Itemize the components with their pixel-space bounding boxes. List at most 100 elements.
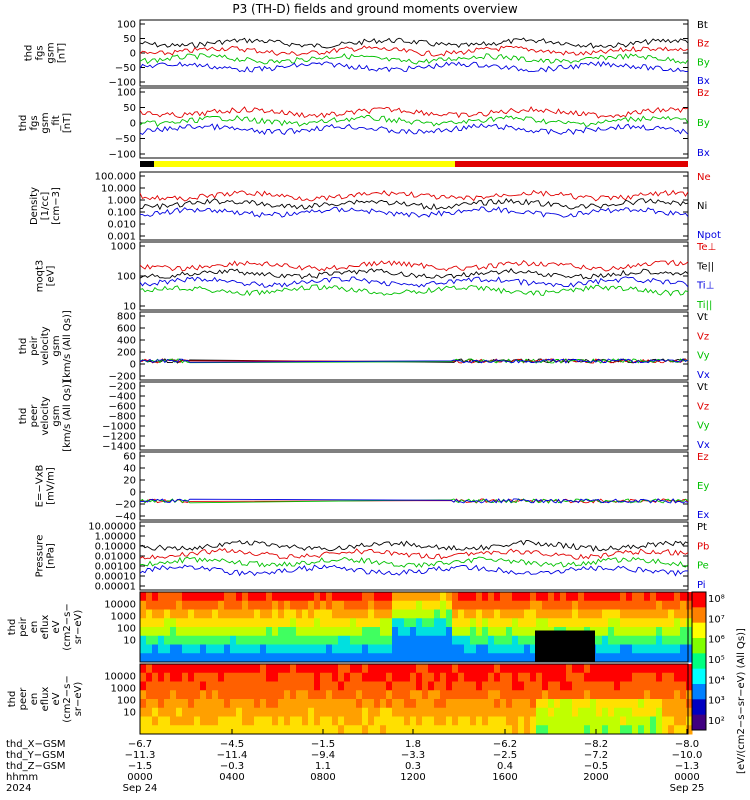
- heatmap-cell: [182, 672, 189, 682]
- heatmap-cell: [452, 653, 459, 663]
- heatmap-cell: [536, 672, 543, 682]
- heatmap-cell: [248, 627, 255, 637]
- heatmap-cell: [512, 618, 519, 628]
- heatmap-cell: [152, 600, 159, 610]
- heatmap-cell: [452, 664, 459, 674]
- heatmap-cell: [512, 699, 519, 709]
- heatmap-cell: [320, 707, 327, 717]
- heatmap-cell: [638, 627, 645, 637]
- heatmap-cell: [626, 618, 633, 628]
- heatmap-cell: [662, 592, 669, 602]
- heatmap-gap: [535, 630, 595, 662]
- heatmap-cell: [158, 644, 165, 654]
- heatmap-cell: [284, 664, 291, 674]
- heatmap-cell: [212, 707, 219, 717]
- heatmap-cell: [266, 644, 273, 654]
- heatmap-cell: [332, 672, 339, 682]
- heatmap-cell: [236, 690, 243, 700]
- legend-Ey: Ey: [697, 481, 709, 492]
- heatmap-cell: [662, 690, 669, 700]
- heatmap-cell: [512, 653, 519, 663]
- heatmap-cell: [488, 725, 495, 735]
- heatmap-cell: [584, 725, 591, 735]
- plot-title: P3 (TH-D) fields and ground moments over…: [232, 2, 518, 16]
- heatmap-cell: [296, 716, 303, 726]
- heatmap-cell: [302, 681, 309, 691]
- heatmap-cell: [350, 600, 357, 610]
- heatmap-cell: [200, 644, 207, 654]
- heatmap-cell: [320, 664, 327, 674]
- heatmap-cell: [308, 600, 315, 610]
- heatmap-cell: [572, 699, 579, 709]
- heatmap-cell: [398, 644, 405, 654]
- heatmap-cell: [254, 707, 261, 717]
- heatmap-cell: [272, 725, 279, 735]
- legend-By: By: [697, 118, 710, 129]
- heatmap-cell: [374, 699, 381, 709]
- heatmap-cell: [464, 609, 471, 619]
- heatmap-cell: [428, 699, 435, 709]
- heatmap-cell: [584, 699, 591, 709]
- heatmap-cell: [266, 690, 273, 700]
- heatmap-cell: [500, 690, 507, 700]
- heatmap-cell: [596, 618, 603, 628]
- heatmap-cell: [596, 635, 603, 645]
- heatmap-cell: [536, 690, 543, 700]
- heatmap-cell: [422, 644, 429, 654]
- heatmap-cell: [440, 618, 447, 628]
- heatmap-cell: [464, 635, 471, 645]
- heatmap-cell: [686, 707, 693, 717]
- heatmap-cell: [584, 664, 591, 674]
- heatmap-cell: [302, 672, 309, 682]
- heatmap-cell: [488, 699, 495, 709]
- y-tick-label: 100: [117, 696, 136, 707]
- heatmap-cell: [380, 707, 387, 717]
- legend-Pb: Pb: [697, 541, 709, 552]
- heatmap-cell: [476, 725, 483, 735]
- heatmap-cell: [500, 716, 507, 726]
- heatmap-cell: [452, 644, 459, 654]
- y-axis-label: thdfgsgsm_fit[nT]: [18, 112, 73, 133]
- heatmap-cell: [434, 664, 441, 674]
- y-axis-label: thdpeirenefluxeV(cm2−s−sr−eV): [7, 603, 84, 650]
- heatmap-cell: [446, 664, 453, 674]
- heatmap-cell: [212, 618, 219, 628]
- heatmap-cell: [626, 716, 633, 726]
- heatmap-cell: [404, 699, 411, 709]
- heatmap-cell: [302, 618, 309, 628]
- heatmap-cell: [428, 707, 435, 717]
- heatmap-cell: [176, 635, 183, 645]
- heatmap-cell: [632, 690, 639, 700]
- heatmap-cell: [596, 699, 603, 709]
- heatmap-cell: [506, 725, 513, 735]
- heatmap-cell: [644, 635, 651, 645]
- heatmap-cell: [536, 725, 543, 735]
- heatmap-cell: [584, 716, 591, 726]
- heatmap-cell: [146, 725, 153, 735]
- heatmap-cell: [146, 627, 153, 637]
- heatmap-cell: [554, 618, 561, 628]
- legend-Bz: Bz: [697, 39, 709, 50]
- heatmap-cell: [656, 653, 663, 663]
- heatmap-cell: [230, 699, 237, 709]
- legend-Bx: Bx: [697, 148, 710, 159]
- colorbar-tick: 10⁶: [708, 635, 725, 646]
- heatmap-cell: [686, 618, 693, 628]
- heatmap-cell: [350, 627, 357, 637]
- y-tick-label: −50: [115, 134, 136, 145]
- heatmap-cell: [548, 664, 555, 674]
- heatmap-cell: [332, 644, 339, 654]
- heatmap-cell: [158, 600, 165, 610]
- heatmap-cell: [482, 690, 489, 700]
- heatmap-cell: [650, 618, 657, 628]
- heatmap-cell: [164, 672, 171, 682]
- heatmap-cell: [668, 635, 675, 645]
- heatmap-cell: [530, 725, 537, 735]
- heatmap-cell: [374, 681, 381, 691]
- heatmap-cell: [380, 664, 387, 674]
- heatmap-cell: [602, 716, 609, 726]
- heatmap-cell: [494, 609, 501, 619]
- heatmap-cell: [452, 681, 459, 691]
- heatmap-cell: [158, 716, 165, 726]
